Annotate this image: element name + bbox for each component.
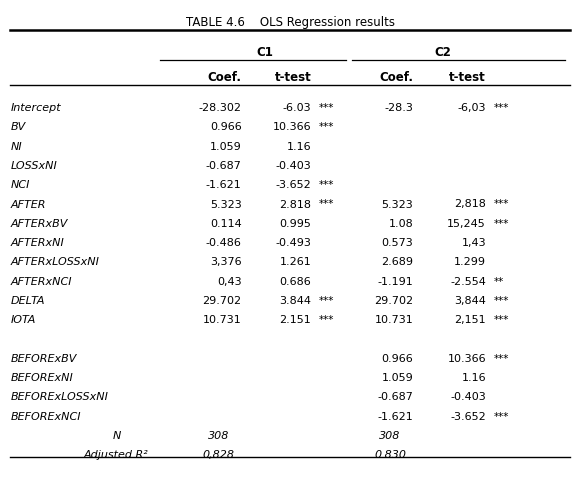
Text: 10.731: 10.731: [374, 315, 413, 324]
Text: 0.830: 0.830: [374, 449, 406, 459]
Text: BEFORExNCI: BEFORExNCI: [10, 411, 81, 421]
Text: 10.366: 10.366: [273, 122, 311, 132]
Text: ***: ***: [494, 411, 509, 421]
Text: 3,376: 3,376: [210, 257, 242, 267]
Text: 29.702: 29.702: [374, 295, 413, 305]
Text: 2,151: 2,151: [455, 315, 486, 324]
Text: BV: BV: [10, 122, 26, 132]
Text: 2.151: 2.151: [279, 315, 311, 324]
Text: ***: ***: [494, 199, 509, 209]
Text: 2,818: 2,818: [454, 199, 486, 209]
Text: 2.818: 2.818: [279, 199, 311, 209]
Text: 308: 308: [379, 430, 400, 440]
Text: LOSSxNI: LOSSxNI: [10, 161, 57, 170]
Text: 0.114: 0.114: [210, 218, 242, 228]
Text: C2: C2: [434, 46, 450, 59]
Text: -6,03: -6,03: [457, 103, 486, 113]
Text: -0.486: -0.486: [205, 238, 242, 248]
Text: ***: ***: [319, 199, 334, 209]
Text: TABLE 4.6    OLS Regression results: TABLE 4.6 OLS Regression results: [186, 16, 396, 29]
Text: t-test: t-test: [275, 71, 311, 84]
Text: Coef.: Coef.: [379, 71, 413, 84]
Text: -0.493: -0.493: [275, 238, 311, 248]
Text: -6.03: -6.03: [283, 103, 311, 113]
Text: 15,245: 15,245: [447, 218, 486, 228]
Text: Intercept: Intercept: [10, 103, 61, 113]
Text: 1.08: 1.08: [388, 218, 413, 228]
Text: ***: ***: [319, 122, 334, 132]
Text: 0.573: 0.573: [381, 238, 413, 248]
Text: 2.689: 2.689: [381, 257, 413, 267]
Text: 0.995: 0.995: [279, 218, 311, 228]
Text: Adjusted R²: Adjusted R²: [84, 449, 149, 459]
Text: 0.966: 0.966: [381, 353, 413, 363]
Text: AFTER: AFTER: [10, 199, 46, 209]
Text: DELTA: DELTA: [10, 295, 45, 305]
Text: ***: ***: [494, 315, 509, 324]
Text: 0,43: 0,43: [217, 276, 242, 286]
Text: -0.403: -0.403: [450, 392, 486, 402]
Text: 0.686: 0.686: [279, 276, 311, 286]
Text: 1,43: 1,43: [462, 238, 486, 248]
Text: -3.652: -3.652: [450, 411, 486, 421]
Text: -1.621: -1.621: [206, 180, 242, 190]
Text: 5.323: 5.323: [210, 199, 242, 209]
Text: 1.059: 1.059: [381, 372, 413, 383]
Text: N: N: [112, 430, 120, 440]
Text: ***: ***: [319, 180, 334, 190]
Text: NI: NI: [10, 141, 22, 151]
Text: ***: ***: [494, 103, 509, 113]
Text: t-test: t-test: [449, 71, 486, 84]
Text: -28.302: -28.302: [198, 103, 242, 113]
Text: 10.366: 10.366: [448, 353, 486, 363]
Text: Coef.: Coef.: [208, 71, 242, 84]
Text: 1.059: 1.059: [210, 141, 242, 151]
Text: 0.966: 0.966: [210, 122, 242, 132]
Text: -28.3: -28.3: [384, 103, 413, 113]
Text: -3.652: -3.652: [276, 180, 311, 190]
Text: NCI: NCI: [10, 180, 30, 190]
Text: 1.16: 1.16: [462, 372, 486, 383]
Text: BEFORExBV: BEFORExBV: [10, 353, 77, 363]
Text: AFTERxNCI: AFTERxNCI: [10, 276, 72, 286]
Text: -0.403: -0.403: [276, 161, 311, 170]
Text: IOTA: IOTA: [10, 315, 36, 324]
Text: 3.844: 3.844: [279, 295, 311, 305]
Text: 10.731: 10.731: [203, 315, 242, 324]
Text: AFTERxLOSSxNI: AFTERxLOSSxNI: [10, 257, 100, 267]
Text: BEFORExNI: BEFORExNI: [10, 372, 73, 383]
Text: 1.16: 1.16: [287, 141, 311, 151]
Text: ***: ***: [494, 353, 509, 363]
Text: ***: ***: [319, 295, 334, 305]
Text: 1.299: 1.299: [454, 257, 486, 267]
Text: ***: ***: [494, 295, 509, 305]
Text: 29.702: 29.702: [203, 295, 242, 305]
Text: AFTERxNI: AFTERxNI: [10, 238, 64, 248]
Text: BEFORExLOSSxNI: BEFORExLOSSxNI: [10, 392, 108, 402]
Text: C1: C1: [257, 46, 273, 59]
Text: -1.191: -1.191: [378, 276, 413, 286]
Text: 1.261: 1.261: [279, 257, 311, 267]
Text: 3,844: 3,844: [454, 295, 486, 305]
Text: -0.687: -0.687: [377, 392, 413, 402]
Text: -1.621: -1.621: [378, 411, 413, 421]
Text: -2.554: -2.554: [450, 276, 486, 286]
Text: AFTERxBV: AFTERxBV: [10, 218, 68, 228]
Text: -0.687: -0.687: [205, 161, 242, 170]
Text: ***: ***: [319, 315, 334, 324]
Text: ***: ***: [494, 218, 509, 228]
Text: 0,828: 0,828: [203, 449, 234, 459]
Text: ***: ***: [319, 103, 334, 113]
Text: **: **: [494, 276, 504, 286]
Text: 308: 308: [208, 430, 229, 440]
Text: 5.323: 5.323: [381, 199, 413, 209]
